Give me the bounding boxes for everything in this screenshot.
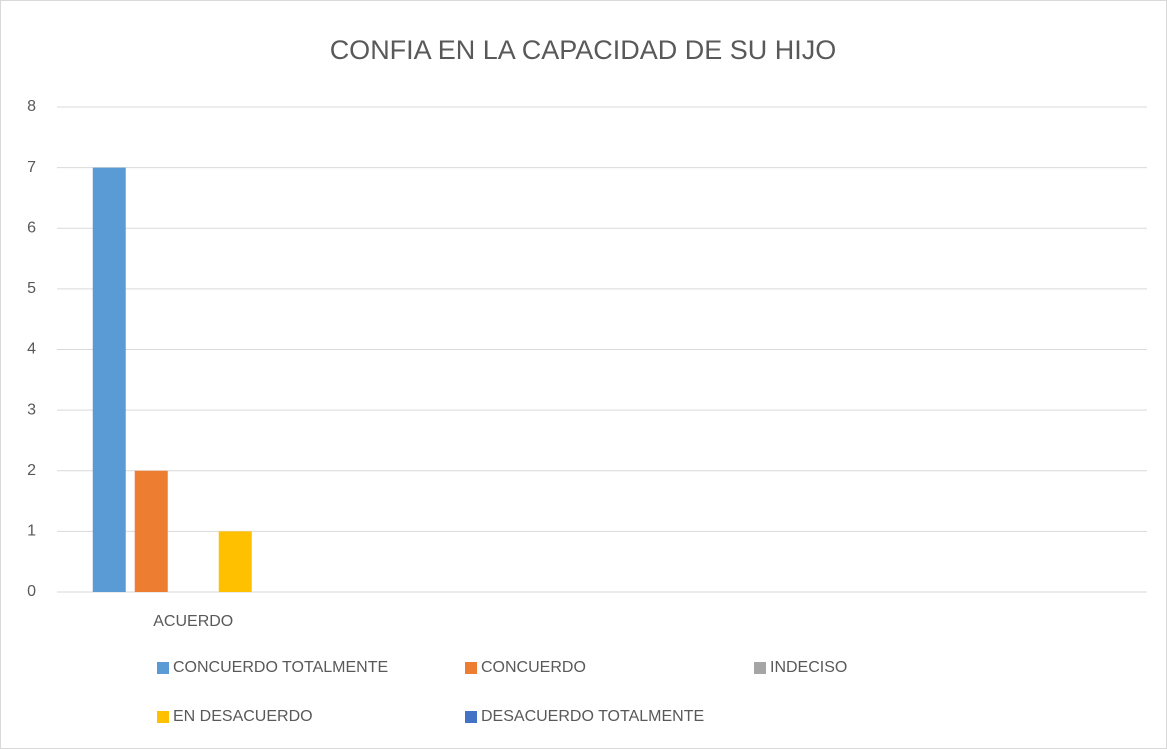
legend-swatch [754,662,766,674]
y-tick-label: 4 [27,341,36,358]
y-tick-label: 7 [27,159,36,176]
legend-swatch [465,662,477,674]
bar [218,531,252,592]
chart-title: CONFIA EN LA CAPACIDAD DE SU HIJO [330,35,837,65]
y-tick-label: 0 [27,583,36,600]
bar [92,167,126,592]
y-tick-label: 2 [27,462,36,479]
legend-label: EN DESACUERDO [173,708,313,725]
legend-swatch [157,662,169,674]
legend-label: INDECISO [770,659,847,676]
y-tick-label: 6 [27,219,36,236]
bar [134,470,168,592]
legend-swatch [465,711,477,723]
x-tick-label: ACUERDO [153,613,233,630]
legend-label: CONCUERDO TOTALMENTE [173,659,388,676]
legend-swatch [157,711,169,723]
y-tick-label: 3 [27,401,36,418]
y-tick-label: 5 [27,280,36,297]
y-tick-label: 1 [27,523,36,540]
y-tick-label: 8 [27,98,36,115]
legend-label: CONCUERDO [481,659,586,676]
legend-label: DESACUERDO TOTALMENTE [481,708,704,725]
